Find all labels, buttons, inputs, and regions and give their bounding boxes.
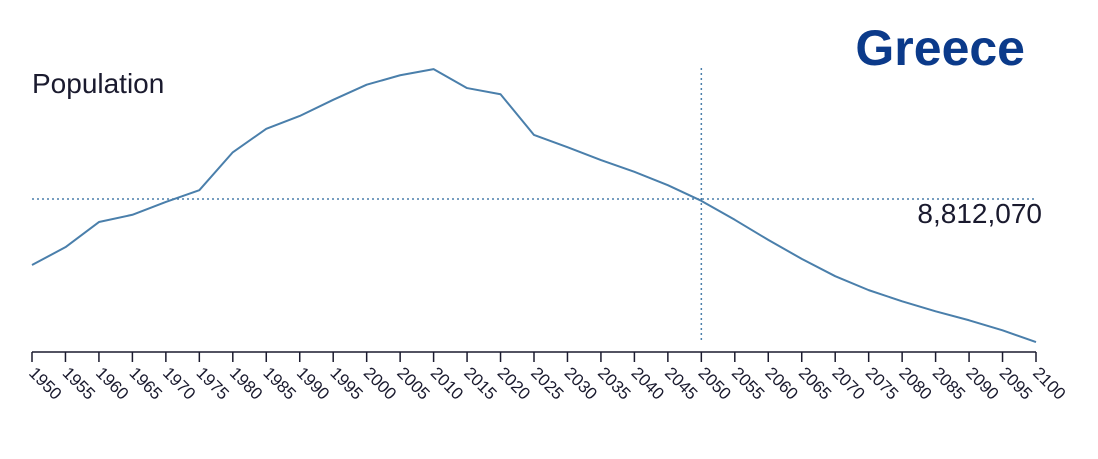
x-tick-label: 1955 bbox=[59, 363, 99, 403]
y-label: Population bbox=[32, 68, 164, 99]
x-tick-label: 1970 bbox=[159, 363, 199, 403]
x-tick-label: 2085 bbox=[929, 363, 969, 403]
line bbox=[31, 68, 1037, 343]
x-tick-label: 2065 bbox=[795, 363, 835, 403]
x-tick-label: 2055 bbox=[728, 363, 768, 403]
chart-title: Greece bbox=[855, 20, 1025, 76]
x-tick-label: 2070 bbox=[828, 363, 868, 403]
x-tick-label: 2090 bbox=[962, 363, 1002, 403]
x-tick-label: 2060 bbox=[761, 363, 801, 403]
x-tick-label: 2080 bbox=[895, 363, 935, 403]
x-tick-label: 1980 bbox=[226, 363, 266, 403]
x-tick-label: 1975 bbox=[193, 363, 233, 403]
x-tick-label: 1950 bbox=[25, 363, 65, 403]
x-tick-label: 1995 bbox=[326, 363, 366, 403]
x-tick-label: 1965 bbox=[126, 363, 166, 403]
x-tick-label: 2020 bbox=[494, 363, 534, 403]
x-tick-label: 1985 bbox=[259, 363, 299, 403]
x-tick-label: 1990 bbox=[293, 363, 333, 403]
x-tick-label: 1960 bbox=[92, 363, 132, 403]
x-tick-label: 2050 bbox=[695, 363, 735, 403]
x-tick-label: 2015 bbox=[460, 363, 500, 403]
x-tick-label: 2040 bbox=[628, 363, 668, 403]
x-tick-label: 2000 bbox=[360, 363, 400, 403]
x-tick-label: 2025 bbox=[527, 363, 567, 403]
x-tick-label: 2005 bbox=[393, 363, 433, 403]
x-tick-label: 2045 bbox=[661, 363, 701, 403]
x-tick-label: 2030 bbox=[561, 363, 601, 403]
x-tick-label: 2010 bbox=[427, 363, 467, 403]
crosshair-label: 8,812,070 bbox=[917, 198, 1042, 229]
x-tick-label: 2035 bbox=[594, 363, 634, 403]
x-tick-label: 2075 bbox=[862, 363, 902, 403]
x-tick-label: 2095 bbox=[996, 363, 1036, 403]
x-tick-label: 2100 bbox=[1029, 363, 1069, 403]
